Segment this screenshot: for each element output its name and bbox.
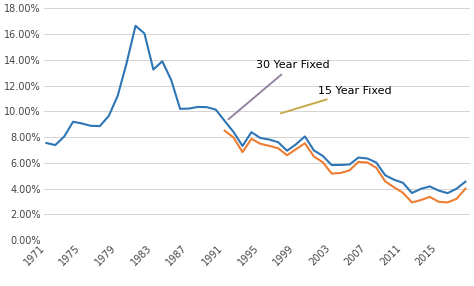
- Text: 15 Year Fixed: 15 Year Fixed: [281, 86, 392, 113]
- Text: 30 Year Fixed: 30 Year Fixed: [228, 60, 329, 119]
